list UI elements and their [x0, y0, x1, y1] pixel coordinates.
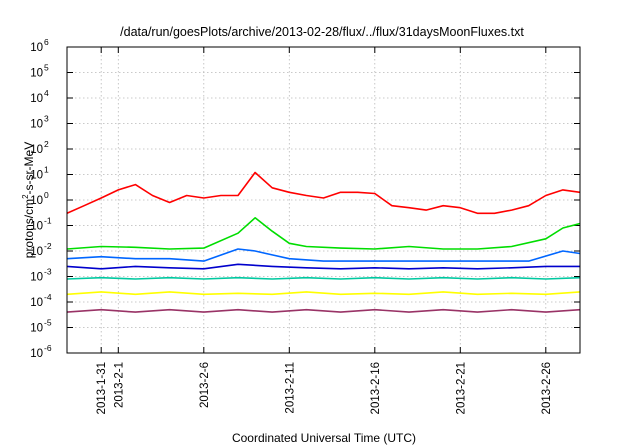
y-tick-exponent: 6	[44, 37, 49, 47]
series-line-7	[67, 308, 580, 313]
x-tick-label: 2013-2-1	[113, 362, 125, 408]
data-series	[67, 171, 580, 313]
y-axis-label-main: protons/cm	[22, 199, 36, 258]
y-tick-label: 10	[30, 93, 43, 105]
series-line-3	[67, 248, 580, 262]
y-tick-label: 10	[30, 323, 43, 335]
y-tick-exponent: -3	[44, 267, 52, 277]
plot-frame	[66, 46, 581, 354]
x-axis-ticks: 2013-1-31 2013-2-1 2013-2-6 2013-2-11 2013-2…	[96, 47, 553, 414]
series-line-2	[67, 217, 580, 250]
y-tick-exponent: 1	[44, 165, 49, 175]
grid-lines	[67, 46, 580, 354]
y-axis-label-units: -s-sr-MeV	[22, 142, 36, 195]
x-tick-label: 2013-2-6	[199, 362, 211, 408]
y-axis-label-superscript: 2	[21, 194, 30, 199]
y-tick-label: 10	[30, 170, 43, 182]
y-axis-ticks: 10 -610 -510 -410 -310 -210 -110 010 110 210 310 41…	[30, 37, 580, 360]
x-tick-label: 2013-2-11	[284, 362, 296, 414]
y-axis-label: protons/cm2-s-sr-MeV	[21, 142, 36, 258]
y-tick-label: 10	[30, 195, 43, 207]
series-line-5	[67, 276, 580, 280]
y-tick-exponent: 2	[44, 139, 49, 149]
y-tick-label: 10	[30, 297, 43, 309]
y-tick-exponent: -2	[44, 241, 52, 251]
y-tick-exponent: 0	[44, 190, 49, 200]
y-tick-exponent: 4	[44, 88, 49, 98]
y-tick-label: 10	[30, 68, 43, 80]
y-tick-label: 10	[30, 221, 43, 233]
y-tick-exponent: -5	[44, 318, 52, 328]
y-tick-exponent: 5	[44, 63, 49, 73]
y-tick-exponent: -1	[44, 216, 52, 226]
y-tick-exponent: -4	[44, 292, 52, 302]
x-tick-label: 2013-2-16	[370, 362, 382, 414]
series-line-6	[67, 291, 580, 296]
series-line-4	[67, 263, 580, 270]
y-tick-label: 10	[30, 119, 43, 131]
y-tick-exponent: 3	[44, 114, 49, 124]
x-tick-label: 2013-1-31	[96, 362, 108, 414]
x-axis-label: Coordinated Universal Time (UTC)	[232, 431, 416, 445]
x-tick-label: 2013-2-26	[541, 362, 553, 414]
x-tick-label: 2013-2-21	[455, 362, 467, 414]
y-tick-label: 10	[30, 42, 43, 54]
y-tick-label: 10	[30, 272, 43, 284]
chart-title: /data/run/goesPlots/archive/2013-02-28/f…	[120, 25, 524, 39]
y-tick-label: 10	[30, 348, 43, 360]
y-tick-label: 10	[30, 246, 43, 258]
y-tick-exponent: -6	[44, 343, 52, 353]
y-tick-label: 10	[30, 144, 43, 156]
series-line-1	[67, 171, 580, 215]
